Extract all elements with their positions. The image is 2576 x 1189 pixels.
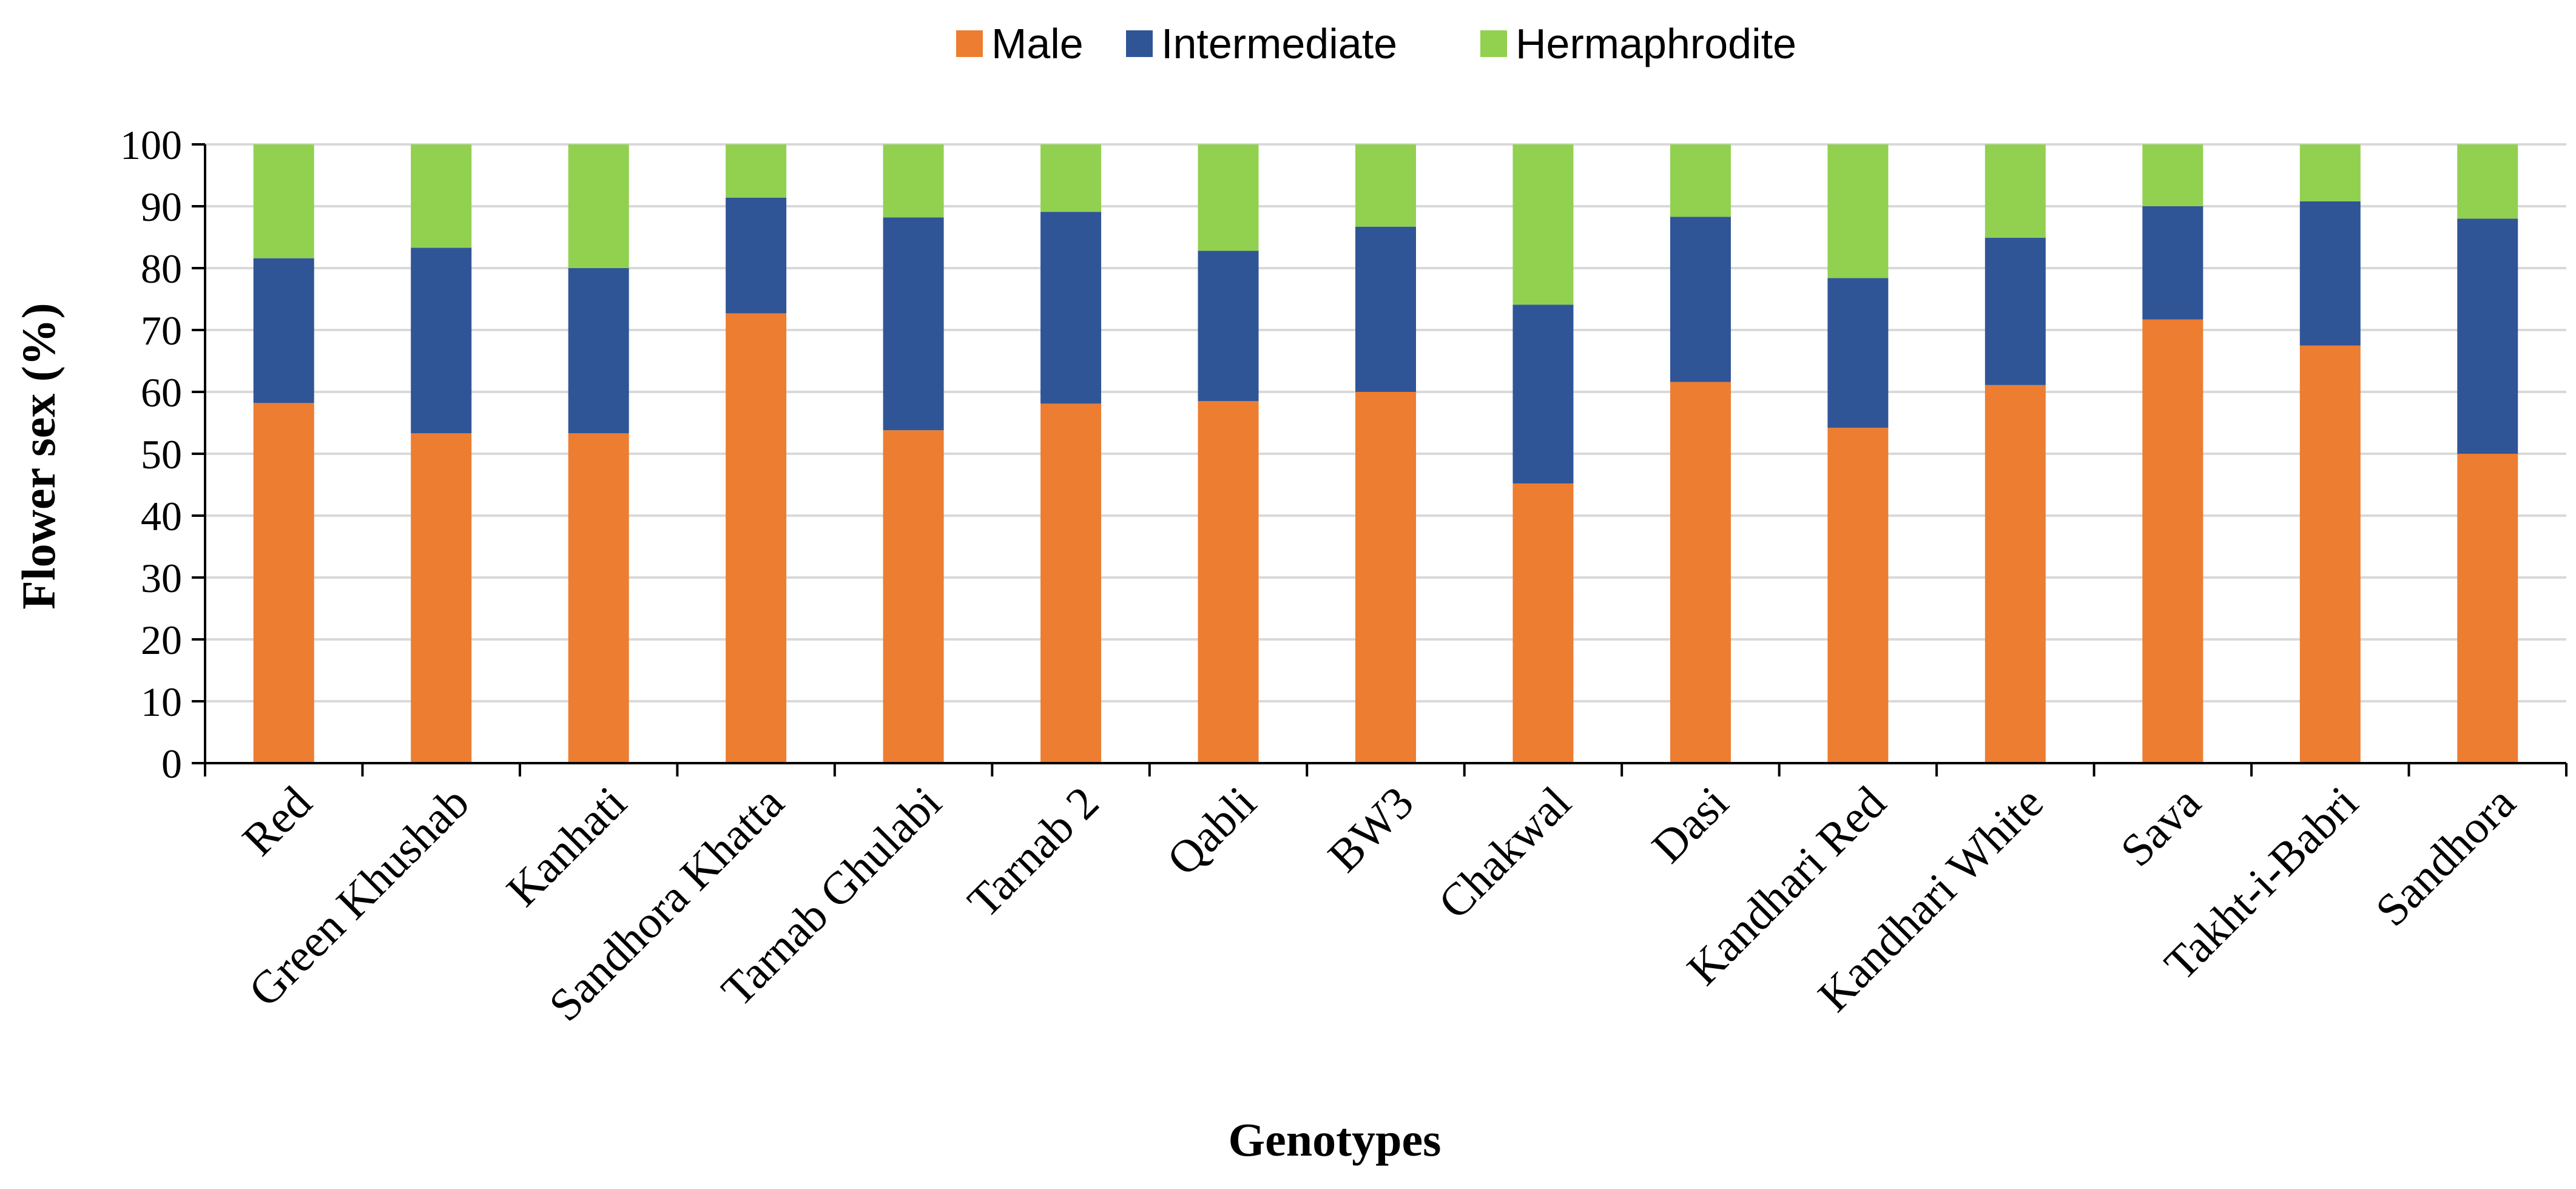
- bar-segment-male: [726, 313, 787, 763]
- bar-segment-intermediate: [1827, 278, 1889, 428]
- x-tick-label: Sandhora: [2366, 777, 2525, 936]
- bars: [253, 144, 2518, 763]
- bar-segment-male: [253, 403, 314, 763]
- bar-segment-intermediate: [253, 258, 314, 403]
- bar-segment-hermaphrodite: [1040, 144, 1102, 212]
- x-tick-label: Sava: [2111, 777, 2210, 877]
- bar-segment-male: [568, 433, 629, 763]
- bar-segment-hermaphrodite: [1670, 144, 1731, 217]
- bar-segment-male: [1512, 483, 1574, 763]
- bar-segment-intermediate: [568, 268, 629, 434]
- bar-segment-hermaphrodite: [253, 144, 314, 258]
- bar-segment-intermediate: [883, 217, 944, 431]
- y-tick-label: 70: [141, 308, 182, 354]
- x-axis-title: Genotypes: [1229, 1113, 1441, 1166]
- legend-swatch-male: [956, 30, 983, 57]
- bar-segment-male: [2299, 345, 2361, 763]
- bar-segment-male: [1040, 403, 1102, 763]
- bar-segment-hermaphrodite: [883, 144, 944, 218]
- legend-label-intermediate: Intermediate: [1161, 20, 1397, 67]
- y-tick-label: 90: [141, 184, 182, 230]
- bar-segment-intermediate: [1355, 226, 1416, 392]
- bar-segment-intermediate: [411, 248, 472, 434]
- legend-swatch-hermaphrodite: [1480, 30, 1507, 57]
- x-tick-label: BW3: [1318, 777, 1423, 882]
- y-tick-label: 20: [141, 617, 182, 663]
- x-tick-label: Dasi: [1642, 777, 1738, 873]
- y-axis-title: Flower sex (%): [12, 303, 65, 609]
- y-tick-label: 50: [141, 431, 182, 477]
- bar-segment-male: [2142, 319, 2203, 763]
- y-tick-label: 100: [120, 122, 182, 168]
- bar-segment-hermaphrodite: [2142, 144, 2203, 206]
- bar-segment-hermaphrodite: [568, 144, 629, 268]
- bar-segment-hermaphrodite: [1355, 144, 1416, 227]
- bar-segment-male: [1984, 385, 2046, 763]
- x-tick-label: Qabli: [1158, 777, 1266, 886]
- legend-swatch-intermediate: [1126, 30, 1153, 57]
- bar-segment-male: [1355, 392, 1416, 763]
- y-tick-label: 60: [141, 369, 182, 416]
- bar-segment-intermediate: [2142, 206, 2203, 320]
- bar-segment-hermaphrodite: [1512, 144, 1574, 305]
- bar-segment-male: [2457, 454, 2518, 763]
- bar-segment-intermediate: [1984, 238, 2046, 385]
- bar-segment-male: [1198, 401, 1259, 763]
- y-tick-label: 40: [141, 493, 182, 539]
- x-tick-label: Chakwal: [1429, 777, 1580, 929]
- bar-segment-male: [1670, 382, 1731, 763]
- x-tick-label: Tarnab 2: [958, 777, 1108, 928]
- bar-segment-intermediate: [2457, 218, 2518, 454]
- bar-segment-male: [1827, 428, 1889, 763]
- bar-segment-male: [411, 433, 472, 763]
- bar-segment-hermaphrodite: [1984, 144, 2046, 238]
- legend: Male Intermediate Hermaphrodite: [956, 20, 1796, 67]
- y-tick-label: 80: [141, 246, 182, 292]
- bar-segment-intermediate: [726, 197, 787, 314]
- bar-segment-intermediate: [1040, 212, 1102, 404]
- y-tick-label: 30: [141, 555, 182, 601]
- y-tick-label: 0: [161, 741, 182, 787]
- bar-segment-hermaphrodite: [1198, 144, 1259, 251]
- legend-label-hermaphrodite: Hermaphrodite: [1516, 20, 1796, 67]
- bar-segment-intermediate: [1198, 251, 1259, 402]
- y-tick-label: 10: [141, 679, 182, 725]
- bar-segment-intermediate: [1512, 305, 1574, 483]
- bar-segment-hermaphrodite: [726, 144, 787, 198]
- bar-segment-male: [883, 430, 944, 763]
- bar-segment-hermaphrodite: [2457, 144, 2518, 219]
- bar-segment-intermediate: [1670, 217, 1731, 382]
- bar-segment-intermediate: [2299, 201, 2361, 346]
- legend-label-male: Male: [991, 20, 1084, 67]
- bar-segment-hermaphrodite: [1827, 144, 1889, 278]
- bar-segment-hermaphrodite: [411, 144, 472, 248]
- x-tick-label: Red: [233, 777, 322, 866]
- bar-segment-hermaphrodite: [2299, 144, 2361, 201]
- x-tick-label: Kanhati: [497, 777, 636, 917]
